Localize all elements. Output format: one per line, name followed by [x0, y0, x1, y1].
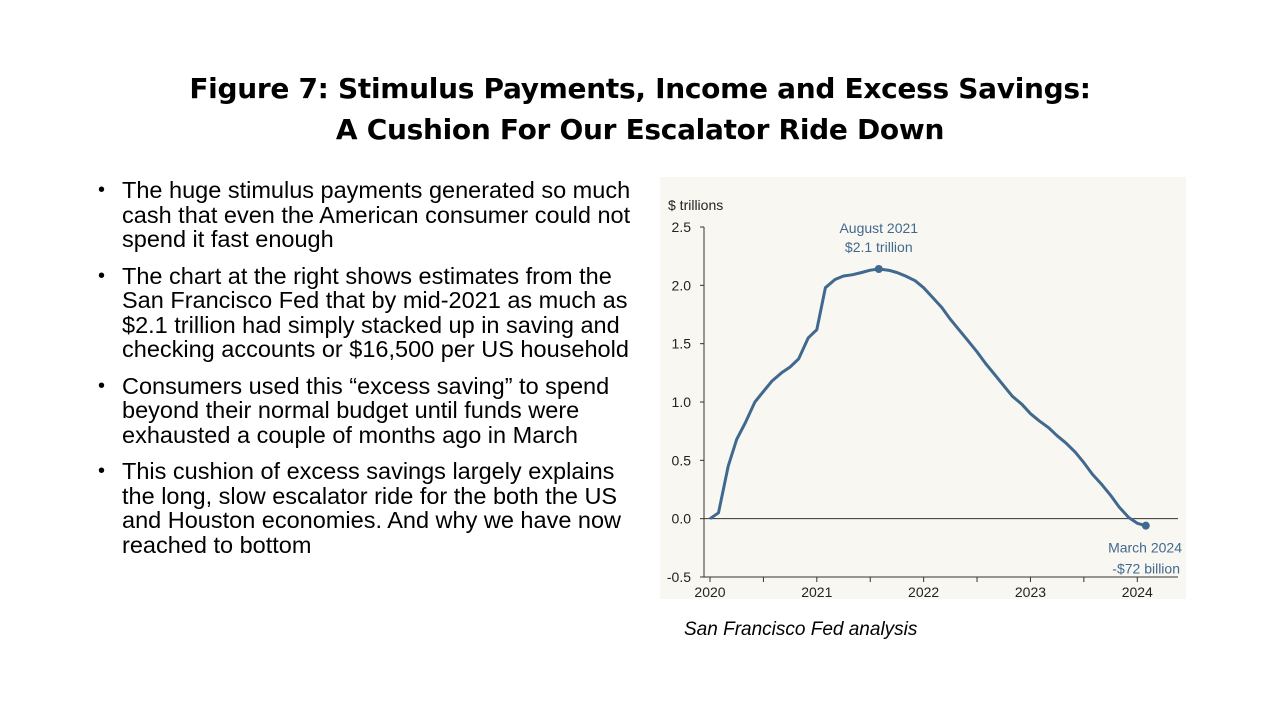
peak-annotation-date: August 2021	[839, 220, 918, 236]
bullet-icon: •	[98, 374, 106, 397]
excess-savings-line	[709, 267, 1147, 528]
bullet-icon: •	[98, 179, 106, 201]
x-tick-label: 2024	[1122, 584, 1153, 599]
bullet-icon: •	[98, 264, 106, 287]
slide-title: Figure 7: Stimulus Payments, Income and …	[0, 68, 1280, 150]
bullet-item: • The huge stimulus payments generated so…	[96, 178, 636, 252]
bullet-item: • The chart at the right shows estimates …	[96, 262, 636, 362]
x-tick-label: 2022	[908, 584, 939, 599]
bullet-icon: •	[98, 460, 106, 482]
title-line-2: A Cushion For Our Escalator Ride Down	[335, 113, 945, 146]
bullet-item: • Consumers used this “excess saving” to …	[96, 372, 636, 448]
x-tick-labels: 2020 2021 2022 2023 2024	[694, 577, 1153, 600]
end-annotation-value: -$72 billion	[1112, 561, 1180, 577]
end-annotation-date: March 2024	[1108, 540, 1182, 556]
bullet-list: • The huge stimulus payments generated so…	[96, 178, 636, 569]
y-tick-labels: 2.5 2.0 1.5 1.0 0.5 0.0 -0.5	[667, 219, 704, 585]
x-tick-label: 2023	[1015, 584, 1046, 599]
x-tick-label: 2021	[801, 584, 832, 599]
y-tick-label: 1.5	[672, 336, 692, 352]
chart-source-caption: San Francisco Fed analysis	[684, 619, 918, 640]
y-axis-label: $ trillions	[668, 197, 723, 213]
y-tick-label: 1.0	[672, 394, 692, 410]
peak-point-marker	[874, 265, 883, 273]
y-tick-label: 0.0	[672, 511, 692, 527]
bullet-item: • This cushion of excess savings largely …	[96, 459, 636, 557]
title-line-1: Figure 7: Stimulus Payments, Income and …	[189, 72, 1091, 105]
bullet-text: The chart at the right shows estimates f…	[122, 262, 629, 362]
bullet-text: The huge stimulus payments generated so …	[122, 177, 631, 252]
y-tick-label: -0.5	[667, 569, 691, 585]
bullet-text: This cushion of excess savings largely e…	[122, 458, 622, 558]
y-tick-label: 2.5	[672, 219, 692, 235]
y-tick-label: 2.0	[672, 277, 692, 293]
excess-savings-chart: $ trillions 2.52.01.51.00.50.0-0.5 2020 2…	[667, 197, 1182, 600]
chart-panel: $ trillions 2.5 2.0 1.5 1.0 0.5 0.0 -0.5 2020 2…	[660, 177, 1186, 600]
bullet-text: Consumers used this “excess saving” to s…	[122, 372, 610, 448]
y-tick-label: 0.5	[672, 452, 692, 468]
x-tick-label: 2020	[694, 584, 725, 599]
peak-annotation-value: $2.1 trillion	[845, 239, 913, 255]
end-point-marker	[1141, 521, 1150, 530]
